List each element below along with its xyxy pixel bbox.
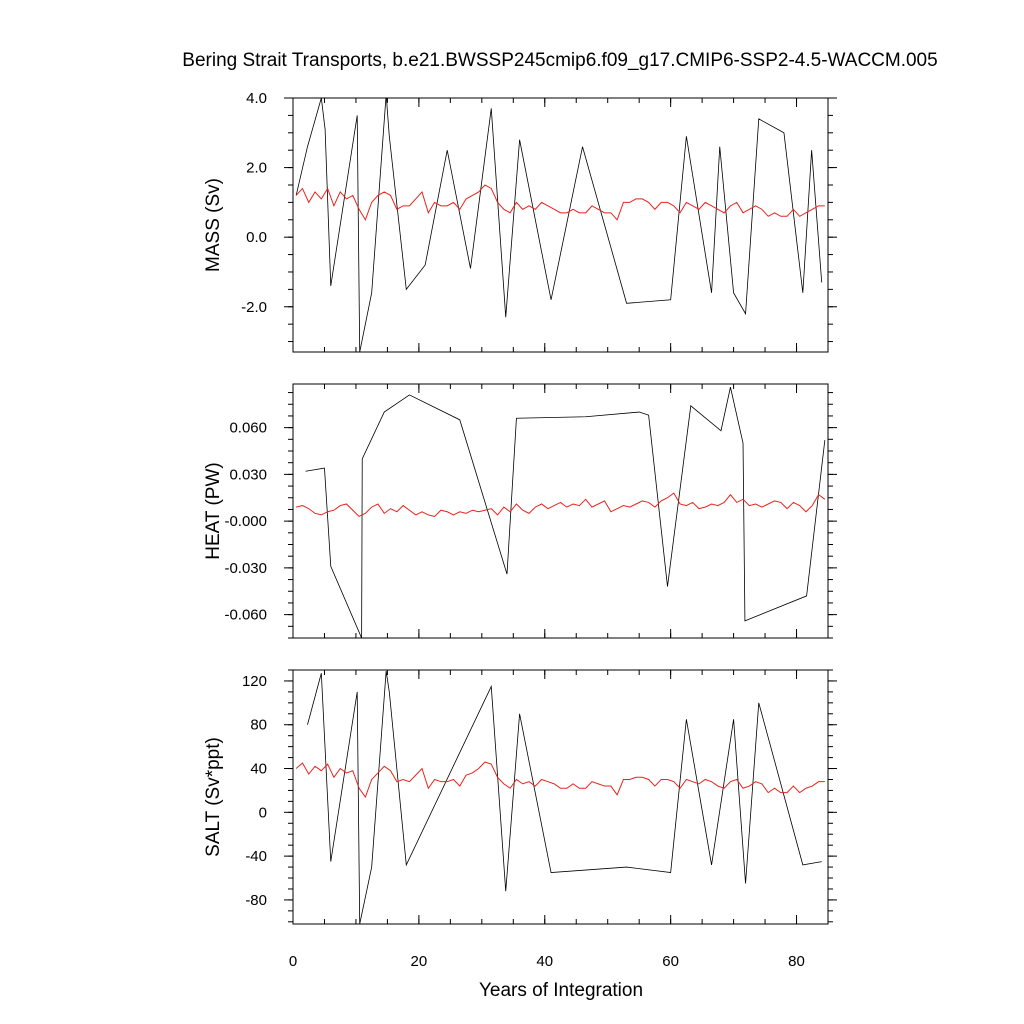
y-tick-label: -0.060 — [224, 607, 267, 624]
y-tick-label: -2.0 — [241, 299, 267, 316]
panel-heat: 0.060 0.030 -0.000 -0.030 -0.060 HEAT (PW) — [203, 383, 837, 639]
panel-frame — [292, 383, 829, 639]
series-line-monthly — [307, 671, 822, 924]
y-tick-label: 0.060 — [229, 420, 267, 437]
x-tick-label: 0 — [289, 953, 297, 970]
panel-salt: 120 80 40 0 -40 -80 SALT (Sv*ppt) 0 20 40 60 80 — [203, 669, 837, 970]
y-axis-label: SALT (Sv*ppt) — [203, 737, 224, 857]
panel-frame — [292, 669, 829, 925]
y-axis-label: HEAT (PW) — [203, 462, 224, 559]
chart-panels: 4.0 2.0 0.0 -2.0 MASS (Sv) 0.060 0.030 -0.000 -0… — [203, 90, 837, 970]
chart-title: Bering Strait Transports, b.e21.BWSSP245… — [182, 50, 937, 71]
y-tick-label: 80 — [250, 717, 267, 734]
panel-frame — [292, 97, 829, 353]
y-axis-label: MASS (Sv) — [203, 178, 224, 272]
x-axis-label: Years of Integration — [479, 980, 643, 1001]
y-tick-label: 0.0 — [246, 229, 267, 246]
panel-plot-area — [295, 671, 825, 924]
y-tick-label: 4.0 — [246, 90, 267, 107]
series-line-annual — [295, 184, 825, 221]
y-tick-label: 2.0 — [246, 160, 267, 177]
y-tick-label: 0 — [259, 804, 267, 821]
series-line-annual — [296, 492, 826, 518]
x-tick-label: 80 — [788, 953, 805, 970]
y-tick-label: -0.030 — [224, 560, 267, 577]
series-line-annual — [295, 761, 825, 799]
series-line-monthly — [305, 387, 826, 638]
x-tick-label: 20 — [411, 953, 428, 970]
panel-plot-area — [296, 387, 826, 638]
series-line-monthly — [295, 98, 823, 352]
y-tick-label: 120 — [242, 673, 267, 690]
x-tick-label: 40 — [536, 953, 553, 970]
y-tick-label: -80 — [245, 892, 267, 909]
panel-plot-area — [295, 98, 825, 352]
y-tick-label: 0.030 — [229, 466, 267, 483]
x-tick-label: 60 — [662, 953, 679, 970]
y-tick-label: -0.000 — [224, 513, 267, 530]
y-tick-label: 40 — [250, 761, 267, 778]
y-tick-label: -40 — [245, 848, 267, 865]
panel-mass: 4.0 2.0 0.0 -2.0 MASS (Sv) — [203, 90, 837, 353]
